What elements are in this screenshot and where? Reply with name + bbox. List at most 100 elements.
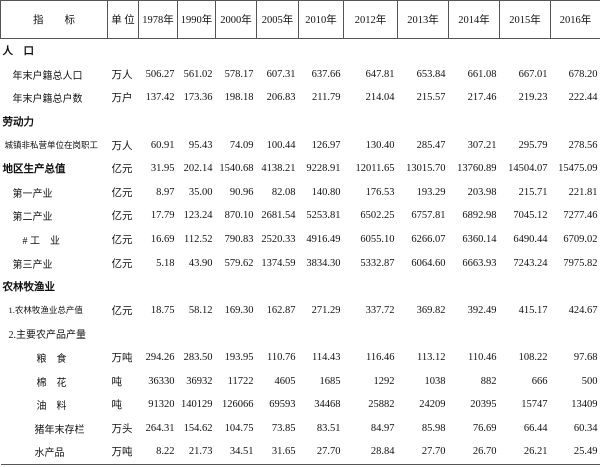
value-cell: 264.31 [145, 422, 175, 434]
value-cell: 6490.44 [513, 234, 548, 246]
value-cell: 661.08 [467, 68, 497, 80]
value-cell: 392.49 [467, 304, 497, 316]
value-cell: 17.79 [150, 210, 175, 222]
value-cell: 104.75 [224, 422, 254, 434]
value-cell: 369.82 [416, 304, 446, 316]
row-label: 第一产业 [12, 188, 53, 200]
value-cell: 1038 [424, 375, 446, 387]
value-cell: 6266.07 [411, 234, 446, 246]
row-label: 第三产业 [12, 259, 53, 271]
value-cell: 25.49 [573, 446, 598, 458]
value-cell: 18.75 [150, 304, 175, 316]
unit-cell: 万头 [111, 423, 133, 435]
value-cell: 6360.14 [462, 234, 497, 246]
row-label: 第二产业 [12, 212, 53, 224]
value-cell: 95.43 [188, 139, 213, 151]
value-cell: 2681.54 [261, 210, 296, 222]
value-cell: 607.31 [266, 68, 296, 80]
unit-cell: 万吨 [111, 353, 133, 365]
value-cell: 73.85 [271, 422, 296, 434]
value-cell: 35.00 [188, 186, 213, 198]
value-cell: 1292 [373, 375, 395, 387]
value-cell: 130.40 [365, 139, 395, 151]
row-heading: 劳动力 [2, 116, 35, 129]
value-cell: 91320 [148, 399, 175, 411]
value-cell: 203.98 [467, 186, 497, 198]
value-cell: 14504.07 [508, 163, 548, 175]
header-row: 指 标单 位 1978年 1990年 2000年 2005年 2010年 2012年 2013… [0, 0, 600, 39]
value-cell: 137.42 [145, 92, 175, 104]
value-cell: 9228.91 [306, 163, 341, 175]
value-cell: 222.44 [568, 92, 598, 104]
table-row: 2.主要农产品产量 [1, 322, 600, 346]
unit-cell: 亿元 [111, 187, 133, 199]
value-cell: 60.34 [573, 422, 598, 434]
value-cell: 215.57 [416, 92, 446, 104]
row-heading: 农林牧渔业 [2, 281, 56, 294]
value-cell: 8.97 [156, 186, 175, 198]
value-cell: 21.73 [188, 446, 213, 458]
value-cell: 113.12 [417, 352, 446, 364]
value-cell: 13760.89 [457, 163, 497, 175]
table-row: 粮 食 万吨 294.26 283.50 193.95 110.76 114.43 116.4… [1, 346, 600, 370]
header-cell: 2015年 [499, 0, 551, 39]
unit-cell: 万吨 [111, 447, 133, 459]
value-cell: 198.18 [224, 92, 254, 104]
value-cell: 206.83 [266, 92, 296, 104]
value-cell: 424.67 [568, 304, 598, 316]
value-cell: 653.84 [416, 68, 446, 80]
value-cell: 13015.70 [406, 163, 446, 175]
value-cell: 90.96 [229, 186, 254, 198]
value-cell: 74.09 [229, 139, 254, 151]
table-row: 棉 花 吨 36330 36932 11722 4605 1685 1292 1038 882 66… [1, 369, 600, 393]
value-cell: 69593 [269, 399, 296, 411]
header-cell: 2012年 [343, 0, 398, 39]
row-heading: 人 口 [2, 45, 35, 58]
header-cell: 2016年 [550, 0, 600, 39]
value-cell: 215.71 [518, 186, 548, 198]
value-cell: 7243.24 [513, 257, 548, 269]
value-cell: 85.98 [421, 422, 446, 434]
value-cell: 506.27 [145, 68, 175, 80]
value-cell: 882 [480, 375, 497, 387]
table-row: 油 料 吨 91320 140129 126066 69593 34468 25882 2420… [1, 393, 600, 417]
header-cell: 单 位 [107, 0, 139, 39]
value-cell: 579.62 [224, 257, 254, 269]
value-cell: 27.70 [421, 446, 446, 458]
value-cell: 114.43 [312, 352, 341, 364]
value-cell: 6055.10 [360, 234, 395, 246]
value-cell: 60.91 [150, 139, 175, 151]
value-cell: 58.12 [188, 304, 213, 316]
value-cell: 31.65 [271, 446, 296, 458]
value-cell: 25882 [368, 399, 395, 411]
table-row: 地区生产总值 亿元 31.95 202.14 1540.68 4138.21 9228.91… [1, 157, 600, 181]
unit-cell: 万人 [111, 140, 133, 152]
value-cell: 7045.12 [513, 210, 548, 222]
table-row: # 工 业 亿元 16.69 112.52 790.83 2520.33 4916.49 60… [1, 228, 600, 252]
value-cell: 34468 [314, 399, 341, 411]
value-cell: 116.46 [366, 352, 395, 364]
value-cell: 100.44 [266, 139, 296, 151]
unit-cell: 亿元 [111, 235, 133, 247]
value-cell: 193.95 [224, 352, 254, 364]
row-heading: 地区生产总值 [2, 163, 66, 176]
value-cell: 7975.82 [563, 257, 598, 269]
value-cell: 6064.60 [411, 257, 446, 269]
row-label: 油 料 [36, 401, 67, 413]
value-cell: 176.53 [365, 186, 395, 198]
row-label: 2.主要农产品产量 [8, 330, 87, 342]
table-row: 第一产业 亿元 8.97 35.00 90.96 82.08 140.80 176.53 193… [1, 181, 600, 205]
value-cell: 4605 [274, 375, 296, 387]
table-row: 人 口 [1, 39, 600, 63]
value-cell: 7277.46 [563, 210, 598, 222]
value-cell: 647.81 [365, 68, 395, 80]
table-row: 劳动力 [1, 110, 600, 134]
value-cell: 221.81 [568, 186, 598, 198]
value-cell: 6709.02 [563, 234, 598, 246]
value-cell: 36932 [186, 375, 213, 387]
value-cell: 26.21 [523, 446, 548, 458]
value-cell: 11722 [227, 375, 254, 387]
value-cell: 667.01 [518, 68, 548, 80]
table-row: 第二产业 亿元 17.79 123.24 870.10 2681.54 5253.81 650… [1, 204, 600, 228]
